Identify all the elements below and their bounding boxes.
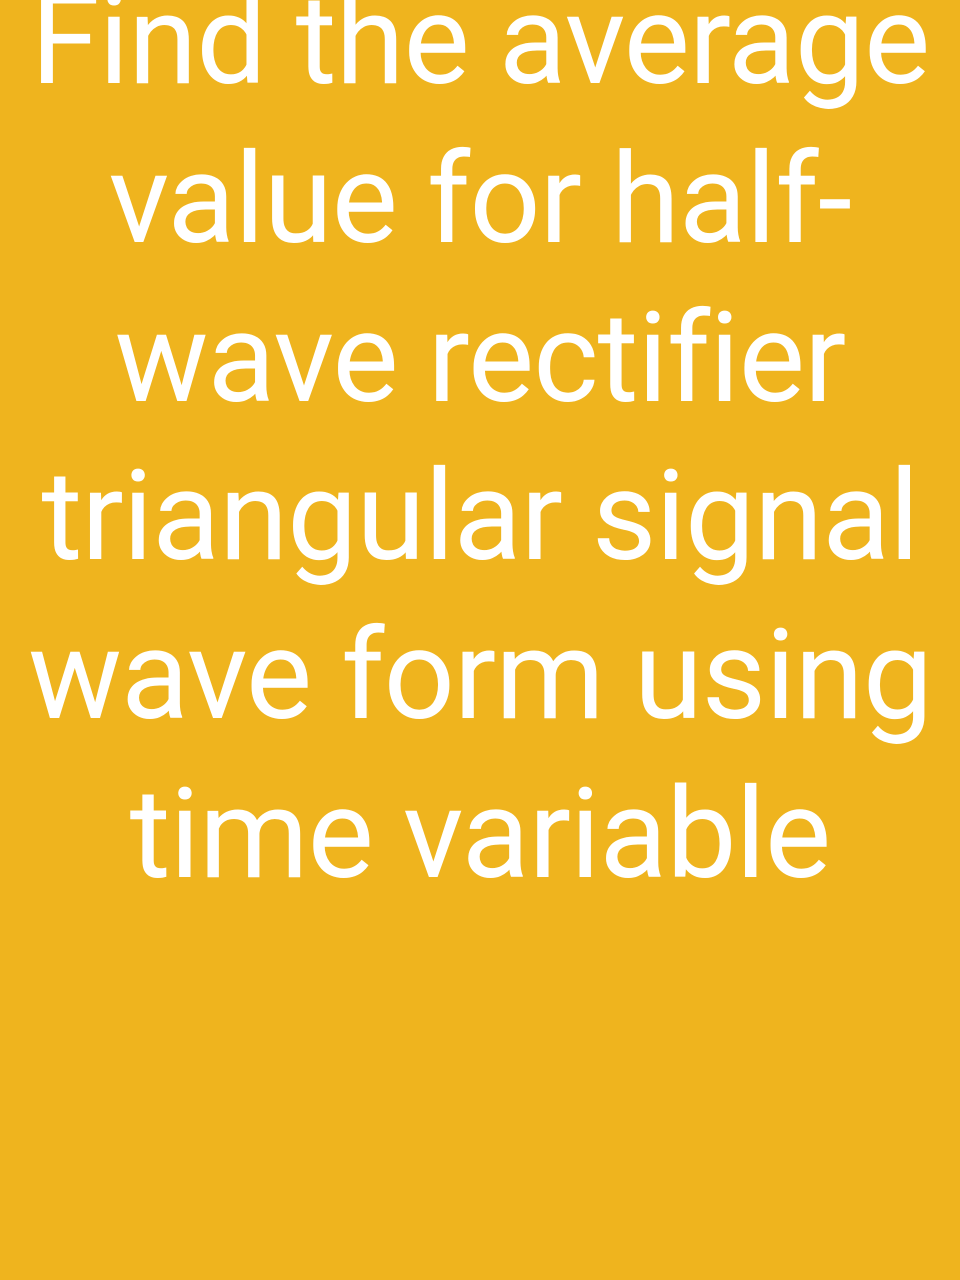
main-text: Find the average value for half-wave rec… (0, 0, 960, 915)
